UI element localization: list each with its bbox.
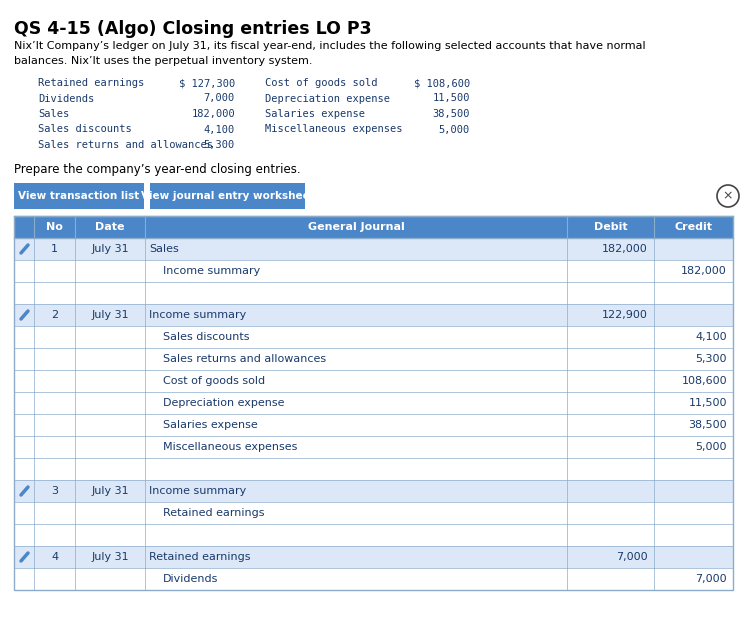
Bar <box>14 238 733 260</box>
Text: $ 108,600: $ 108,600 <box>414 78 470 88</box>
Text: 182,000: 182,000 <box>191 109 235 119</box>
Bar <box>14 282 733 304</box>
Bar <box>14 216 733 238</box>
Text: Cost of goods sold: Cost of goods sold <box>163 376 265 386</box>
Bar <box>14 414 733 436</box>
Text: ×: × <box>723 189 734 202</box>
Text: Sales returns and allowances: Sales returns and allowances <box>38 140 213 150</box>
Text: Sales discounts: Sales discounts <box>163 332 249 342</box>
Bar <box>14 260 733 282</box>
Bar <box>14 392 733 414</box>
Text: July 31: July 31 <box>91 552 128 562</box>
Text: Credit: Credit <box>675 222 713 232</box>
Bar <box>14 502 733 524</box>
Bar <box>14 304 733 326</box>
Bar <box>14 480 733 502</box>
Text: 11,500: 11,500 <box>689 398 727 408</box>
Text: 38,500: 38,500 <box>689 420 727 430</box>
Text: Sales: Sales <box>149 244 179 254</box>
Text: 4,100: 4,100 <box>204 124 235 134</box>
Bar <box>14 546 733 568</box>
Text: July 31: July 31 <box>91 486 128 496</box>
Text: July 31: July 31 <box>91 244 128 254</box>
Text: 4: 4 <box>51 552 58 562</box>
Text: 5,000: 5,000 <box>695 442 727 452</box>
Text: 5,300: 5,300 <box>695 354 727 364</box>
Text: 38,500: 38,500 <box>433 109 470 119</box>
Text: 5,300: 5,300 <box>204 140 235 150</box>
Text: View journal entry worksheet: View journal entry worksheet <box>140 191 314 201</box>
Text: Nix’It Company’s ledger on July 31, its fiscal year-end, includes the following : Nix’It Company’s ledger on July 31, its … <box>14 41 645 51</box>
Bar <box>14 183 144 209</box>
Text: Income summary: Income summary <box>149 310 247 320</box>
Bar <box>14 524 733 546</box>
Text: Miscellaneous expenses: Miscellaneous expenses <box>163 442 297 452</box>
Text: 7,000: 7,000 <box>204 93 235 103</box>
Text: Dividends: Dividends <box>163 574 218 584</box>
Text: Sales returns and allowances: Sales returns and allowances <box>163 354 326 364</box>
Text: 3: 3 <box>51 486 58 496</box>
Text: Depreciation expense: Depreciation expense <box>265 93 390 103</box>
Bar <box>14 370 733 392</box>
Text: Cost of goods sold: Cost of goods sold <box>265 78 377 88</box>
Text: Date: Date <box>96 222 125 232</box>
Text: 7,000: 7,000 <box>695 574 727 584</box>
Text: Dividends: Dividends <box>38 93 94 103</box>
Text: QS 4-15 (Algo) Closing entries LO P3: QS 4-15 (Algo) Closing entries LO P3 <box>14 20 371 38</box>
Text: Income summary: Income summary <box>163 266 260 276</box>
Text: $ 127,300: $ 127,300 <box>179 78 235 88</box>
Text: 182,000: 182,000 <box>681 266 727 276</box>
Text: 1: 1 <box>51 244 58 254</box>
Text: General Journal: General Journal <box>308 222 404 232</box>
Bar <box>14 436 733 458</box>
Bar <box>14 568 733 590</box>
Text: Salaries expense: Salaries expense <box>265 109 365 119</box>
Text: No: No <box>46 222 63 232</box>
Text: Income summary: Income summary <box>149 486 247 496</box>
Bar <box>150 183 305 209</box>
Text: Retained earnings: Retained earnings <box>38 78 144 88</box>
Text: View transaction list: View transaction list <box>19 191 140 201</box>
Text: 182,000: 182,000 <box>602 244 648 254</box>
Text: balances. Nix’It uses the perpetual inventory system.: balances. Nix’It uses the perpetual inve… <box>14 56 312 66</box>
Text: 2: 2 <box>51 310 58 320</box>
Text: 4,100: 4,100 <box>695 332 727 342</box>
Text: 5,000: 5,000 <box>438 124 470 134</box>
Text: July 31: July 31 <box>91 310 128 320</box>
Text: 108,600: 108,600 <box>681 376 727 386</box>
Text: 11,500: 11,500 <box>433 93 470 103</box>
Text: Prepare the company’s year-end closing entries.: Prepare the company’s year-end closing e… <box>14 163 300 176</box>
Bar <box>14 348 733 370</box>
Text: Depreciation expense: Depreciation expense <box>163 398 285 408</box>
Text: Sales discounts: Sales discounts <box>38 124 131 134</box>
Text: 122,900: 122,900 <box>602 310 648 320</box>
Bar <box>14 216 733 590</box>
Text: Salaries expense: Salaries expense <box>163 420 258 430</box>
Text: Retained earnings: Retained earnings <box>149 552 250 562</box>
Text: 7,000: 7,000 <box>616 552 648 562</box>
Bar <box>14 458 733 480</box>
Text: Debit: Debit <box>594 222 627 232</box>
Text: Sales: Sales <box>38 109 69 119</box>
Bar <box>14 326 733 348</box>
Text: Miscellaneous expenses: Miscellaneous expenses <box>265 124 403 134</box>
Text: Retained earnings: Retained earnings <box>163 508 264 518</box>
